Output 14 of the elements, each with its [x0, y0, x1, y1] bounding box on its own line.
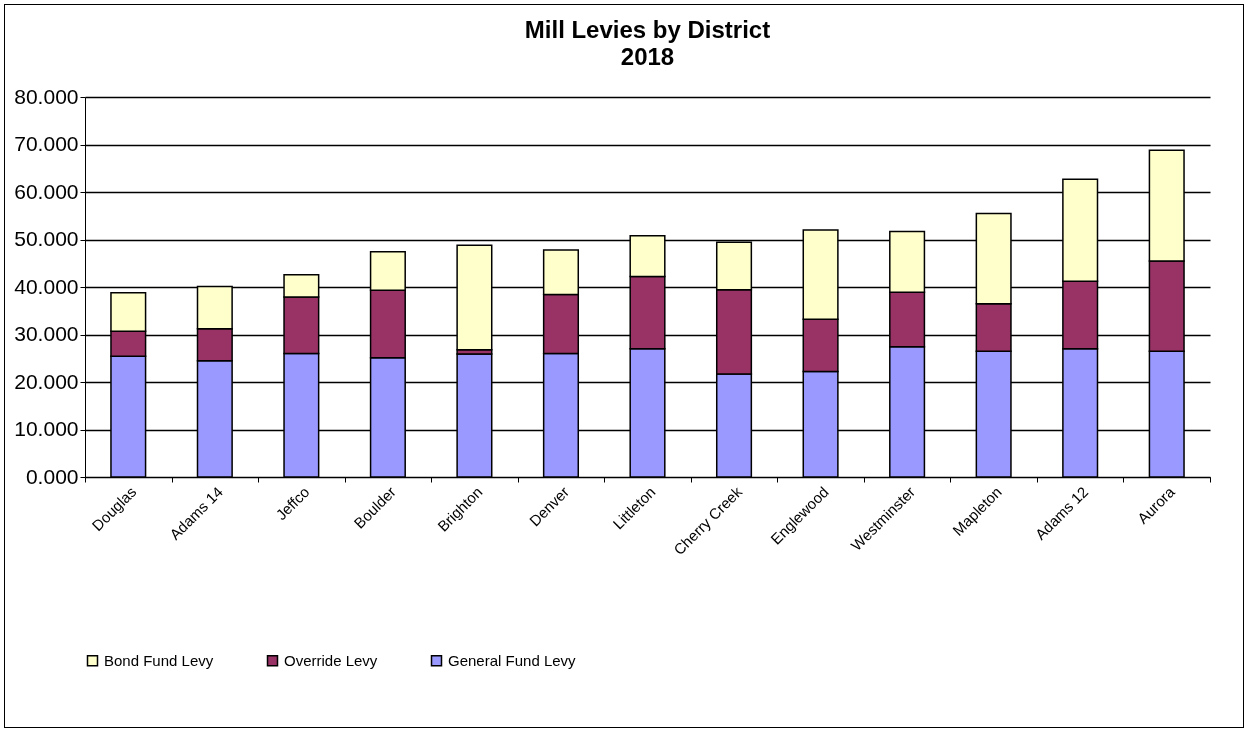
y-tick-label: 60.000: [14, 179, 79, 203]
y-tick-label: 50.000: [14, 227, 79, 250]
chart-title: Mill Levies by District: [524, 16, 771, 43]
y-tick-label: 20.000: [14, 369, 79, 393]
chart-subtitle: 2018: [620, 43, 675, 70]
legend-label: Override Levy: [284, 651, 378, 669]
y-tick-label: 30.000: [14, 322, 79, 345]
legend-label: General Fund Levy: [448, 651, 577, 669]
y-tick-label: 40.000: [14, 274, 79, 298]
legend-label: Bond Fund Levy: [104, 651, 214, 669]
y-tick-label: 0.000: [25, 464, 79, 488]
y-tick-label: 10.000: [14, 417, 79, 440]
y-tick-label: 70.000: [14, 132, 79, 155]
y-tick-label: 80.000: [14, 84, 79, 108]
